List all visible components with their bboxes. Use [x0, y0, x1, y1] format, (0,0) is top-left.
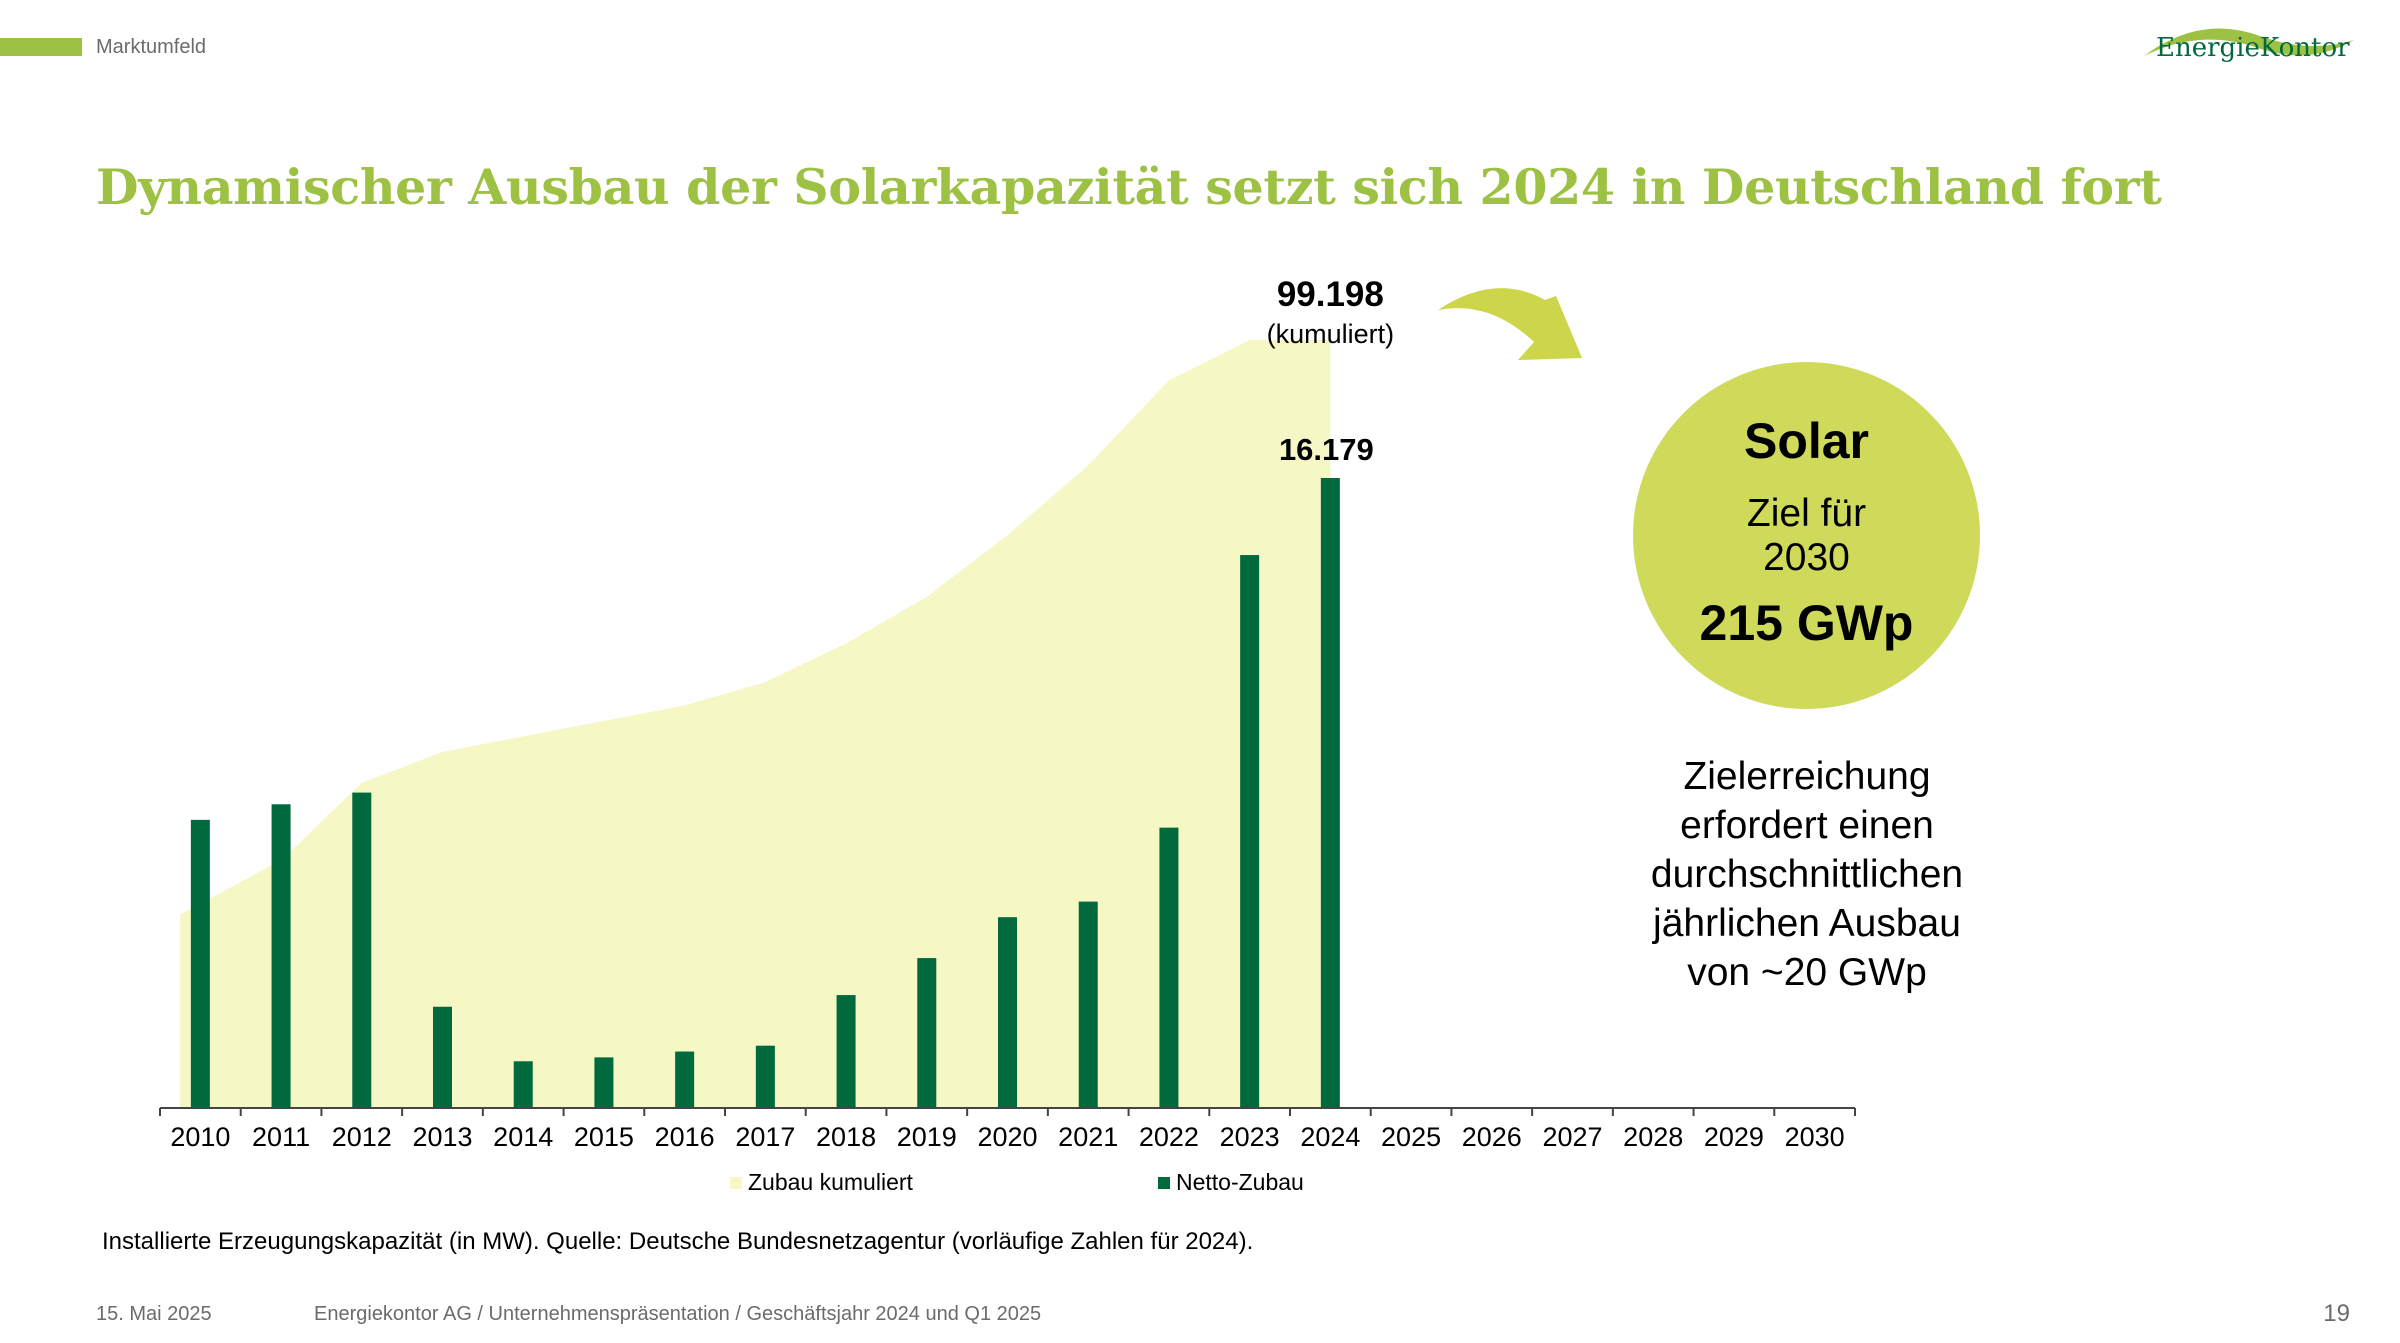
section-accent-bar	[0, 38, 82, 56]
bar-netto-zubau-2012	[352, 792, 372, 1108]
requirement-line: Zielerreichung	[1683, 755, 1931, 798]
bar-netto-zubau-2021	[1078, 901, 1098, 1108]
callout-cumulative-label: (kumuliert)	[1267, 319, 1395, 349]
x-tick-label-2015: 2015	[574, 1122, 634, 1152]
legend-label-1: Netto-Zubau	[1176, 1169, 1304, 1195]
target-subtitle-line1: Ziel für	[1746, 492, 1867, 535]
bar-netto-zubau-2020	[998, 917, 1017, 1108]
requirement-line: erfordert einen	[1680, 804, 1934, 847]
page-title: Dynamischer Ausbau der Solarkapazität se…	[96, 158, 2162, 216]
x-tick-label-2017: 2017	[735, 1122, 795, 1152]
x-tick-label-2018: 2018	[816, 1122, 876, 1152]
x-tick-label-2025: 2025	[1381, 1122, 1441, 1152]
bar-netto-zubau-2014	[513, 1061, 533, 1108]
curved-arrow-icon	[1438, 288, 1582, 360]
bar-netto-zubau-2023	[1240, 555, 1260, 1108]
bar-netto-zubau-2013	[433, 1006, 452, 1108]
x-tick-label-2023: 2023	[1220, 1122, 1280, 1152]
legend-swatch-1	[1158, 1177, 1170, 1189]
energiekontor-logo: EnergieKontor	[2144, 28, 2354, 63]
logo-text: EnergieKontor	[2156, 33, 2350, 63]
footer-date: 15. Mai 2025	[96, 1303, 212, 1325]
x-tick-label-2026: 2026	[1462, 1122, 1522, 1152]
requirement-line: durchschnittlichen	[1650, 853, 1964, 896]
callout-cumulative-value: 99.198	[1277, 275, 1384, 314]
requirement-line: jährlichen Ausbau	[1653, 902, 1961, 945]
target-title: Solar	[1743, 413, 1870, 469]
x-tick-label-2021: 2021	[1058, 1122, 1118, 1152]
x-tick-label-2019: 2019	[897, 1122, 957, 1152]
source-note: Installierte Erzeugungskapazität (in MW)…	[102, 1228, 1254, 1255]
x-tick-label-2011: 2011	[252, 1122, 310, 1152]
x-tick-label-2016: 2016	[655, 1122, 715, 1152]
bar-netto-zubau-2018	[836, 995, 856, 1108]
bar-netto-zubau-2024	[1320, 478, 1340, 1108]
target-subtitle-line2: 2030	[1763, 536, 1850, 579]
section-label: Marktumfeld	[96, 36, 207, 58]
x-tick-label-2028: 2028	[1623, 1122, 1683, 1152]
x-tick-label-2012: 2012	[332, 1122, 392, 1152]
x-tick-label-2010: 2010	[170, 1122, 230, 1152]
x-tick-label-2020: 2020	[977, 1122, 1037, 1152]
bar-netto-zubau-2017	[755, 1045, 775, 1108]
logo-swoosh	[2144, 28, 2354, 56]
x-tick-label-2029: 2029	[1704, 1122, 1764, 1152]
area-zubau-kumuliert	[180, 340, 1331, 1108]
bar-netto-zubau-2015	[594, 1057, 614, 1108]
bar-netto-zubau-2010	[190, 819, 210, 1108]
legend-label-0: Zubau kumuliert	[748, 1169, 914, 1195]
bar-netto-zubau-2011	[271, 804, 291, 1108]
legend-swatch-0	[730, 1177, 742, 1189]
page-number: 19	[2323, 1300, 2350, 1327]
x-tick-label-2022: 2022	[1139, 1122, 1199, 1152]
requirement-text: Zielerreichung erfordert einen durchschn…	[1590, 752, 2024, 997]
x-tick-label-2014: 2014	[493, 1122, 553, 1152]
target-subtitle: Ziel für 2030	[1633, 492, 1980, 580]
footer-text: Energiekontor AG / Unternehmenspräsentat…	[314, 1303, 1042, 1325]
target-value: 215 GWp	[1699, 595, 1914, 651]
x-tick-label-2030: 2030	[1785, 1122, 1845, 1152]
bar-netto-zubau-2019	[917, 958, 937, 1108]
bar-netto-zubau-2016	[675, 1051, 695, 1108]
callout-net-value: 16.179	[1279, 432, 1374, 467]
requirement-line: von ~20 GWp	[1687, 951, 1927, 994]
bar-netto-zubau-2022	[1159, 827, 1179, 1108]
x-tick-label-2013: 2013	[412, 1122, 472, 1152]
solar-target-circle: Solar Ziel für 2030 215 GWp	[1633, 362, 1980, 709]
x-tick-label-2027: 2027	[1542, 1122, 1602, 1152]
x-tick-label-2024: 2024	[1300, 1122, 1360, 1152]
